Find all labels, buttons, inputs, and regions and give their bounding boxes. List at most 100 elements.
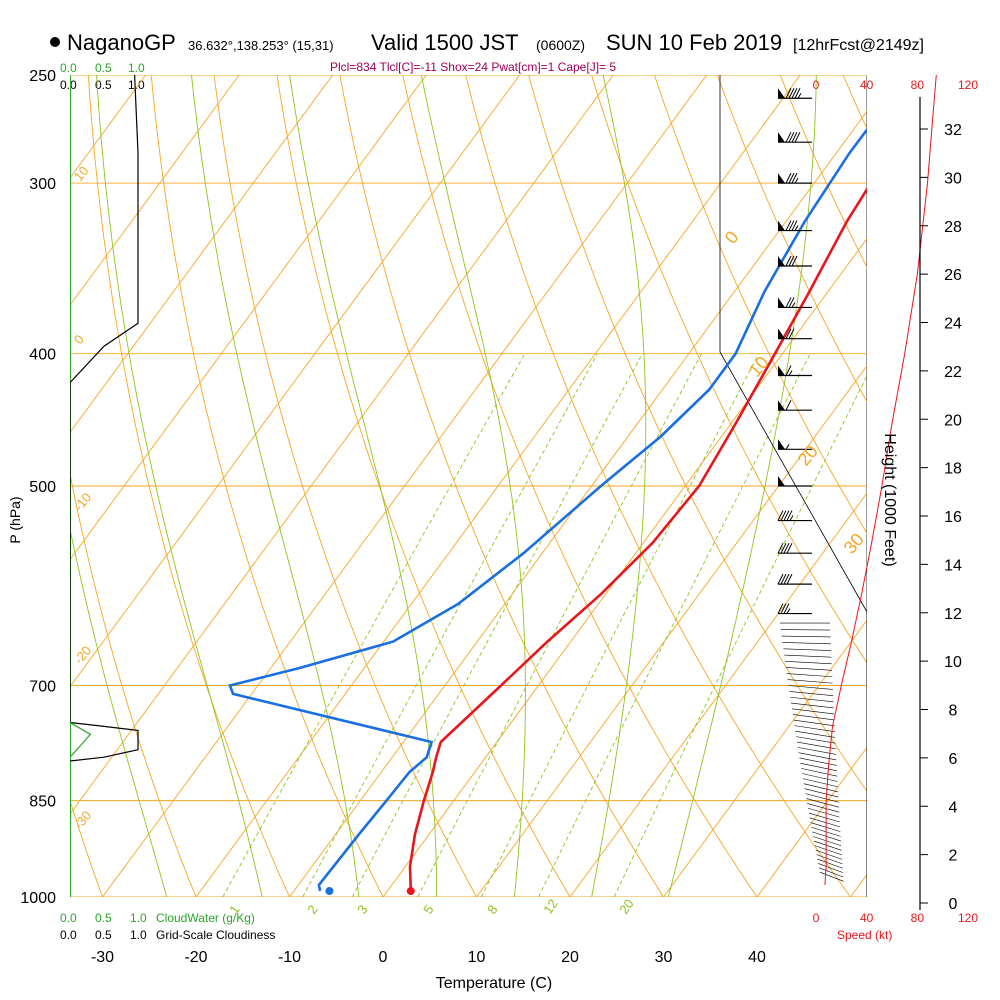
- height-tick-16: 16: [944, 509, 962, 526]
- wind-barb-feather: [788, 297, 795, 308]
- isotherm-label-4: -30: [71, 808, 95, 832]
- pressure-tick-500: 500: [29, 479, 56, 496]
- temperature-axis-label: Temperature (C): [436, 975, 552, 992]
- dewpoint-surface-point: [325, 887, 334, 896]
- wind-barb-flag: [778, 400, 785, 411]
- mixing-ratio-3: [351, 353, 643, 897]
- low-level-barb: [789, 691, 834, 696]
- low-level-barb: [813, 840, 842, 851]
- dry-adiabat-20: [276, 75, 571, 897]
- isotherm-40: [756, 746, 867, 897]
- wind-barb-620: [777, 603, 812, 615]
- wind-barb-half: [797, 92, 802, 99]
- cloudwater-top-tick-2: 0.5: [95, 61, 112, 75]
- isotherm--20: [195, 75, 801, 897]
- moist-adiabat--20: [70, 526, 168, 897]
- wind-barb-feather: [788, 131, 795, 143]
- wind-barb-feather: [785, 88, 792, 99]
- wind-barb-feather: [777, 573, 784, 585]
- wind-barb-300: [778, 172, 812, 184]
- dry-adiabat-30: [339, 75, 665, 897]
- height-tick-0: 0: [949, 896, 958, 913]
- wind-barb-260: [778, 88, 812, 99]
- mixing-ratio-label-12: 12: [540, 896, 561, 916]
- wind-barb-390: [778, 328, 812, 340]
- low-level-barb: [792, 714, 835, 721]
- wind-barb-345: [778, 255, 812, 267]
- wind-barb-feather: [788, 88, 795, 99]
- low-level-barb: [801, 773, 838, 782]
- mixing-ratio-2: [302, 353, 598, 897]
- low-level-barb: [795, 730, 836, 738]
- dry-adiabat-130: [957, 51, 1000, 926]
- low-level-barb: [785, 667, 833, 671]
- low-level-barb: [802, 778, 838, 788]
- isotherm--30: [102, 75, 708, 897]
- wind-barb-feather: [780, 510, 787, 521]
- dry-adiabat-0: [150, 75, 384, 897]
- low-level-barb: [787, 679, 833, 684]
- wind-barb-feather: [794, 131, 801, 143]
- pressure-tick-250: 250: [29, 68, 56, 85]
- isotherm-label-3: -20: [71, 643, 95, 667]
- wind-barb-feather: [777, 542, 784, 554]
- height-tick-20: 20: [944, 412, 962, 429]
- dry-adiabat--10: [87, 75, 290, 897]
- height-tick-26: 26: [944, 267, 962, 284]
- isotherm-label-8: 30: [840, 529, 868, 557]
- low-level-barb: [783, 648, 832, 651]
- wind-barb-370: [778, 297, 812, 309]
- low-level-barb: [782, 642, 831, 645]
- height-tick-8: 8: [949, 703, 958, 720]
- wind-barb-feather: [788, 328, 795, 339]
- wind-barb-feather: [791, 172, 798, 184]
- wind-barb-feather: [788, 172, 795, 184]
- mixing-ratio-20: [613, 374, 867, 897]
- low-level-barb: [819, 871, 844, 882]
- wind-barb-feather: [785, 220, 792, 231]
- low-level-barb: [790, 696, 834, 703]
- wind-barb-flag: [778, 173, 785, 184]
- wind-barb-feather: [785, 328, 792, 339]
- low-level-barb: [791, 708, 835, 715]
- wind-barb-feather: [788, 255, 795, 267]
- mixing-ratio-label-2: 2: [304, 902, 320, 917]
- mixing-ratio-label-5: 5: [420, 902, 436, 917]
- low-level-barb: [807, 807, 840, 818]
- low-level-barb: [784, 654, 832, 658]
- mixing-ratio-1: [222, 353, 526, 897]
- wind-speed-profile: [824, 74, 937, 886]
- dry-adiabat--30: [70, 798, 103, 897]
- height-tick-4: 4: [949, 799, 958, 816]
- speed-bottom-tick-120: 120: [958, 911, 978, 925]
- wind-barb-560: [777, 542, 812, 554]
- dry-adiabat-70: [591, 75, 867, 664]
- low-level-barb: [793, 719, 835, 727]
- temperature-tick-0: 0: [379, 949, 388, 966]
- dry-adiabat-50: [465, 75, 852, 897]
- wind-speed-line: [824, 74, 937, 886]
- sounding-profiles: [228, 127, 867, 896]
- cloudwater-top-tick-3: 1.0: [128, 61, 145, 75]
- temperature-tick--10: -10: [278, 949, 301, 966]
- wind-barb-flag: [778, 88, 785, 99]
- low-level-barb: [818, 863, 844, 873]
- cloudiness-bottom-tick-1: 0.0: [60, 928, 77, 942]
- dry-adiabat-110: [842, 75, 867, 130]
- stability-indices: Plcl=834 Tlcl[C]=-11 Shox=24 Pwat[cm]=1 …: [330, 60, 616, 74]
- isotherm--10: [289, 110, 867, 897]
- station-marker-icon: [50, 37, 60, 47]
- wind-barb-feather: [785, 297, 792, 308]
- wind-barb-530: [777, 510, 812, 522]
- low-level-barb: [812, 836, 842, 847]
- wind-barb-feather: [785, 365, 792, 376]
- cloudiness-bottom-tick-3: 1.0: [130, 928, 147, 942]
- cloudwater-bottom-tick-2: 0.5: [95, 911, 112, 925]
- wind-barb-feather: [791, 255, 798, 267]
- temperature-surface-point: [406, 887, 415, 896]
- low-level-barb: [806, 798, 840, 808]
- wind-barb-feather: [777, 510, 784, 521]
- dry-adiabat-80: [653, 75, 867, 535]
- moist-adiabat-8: [289, 75, 438, 897]
